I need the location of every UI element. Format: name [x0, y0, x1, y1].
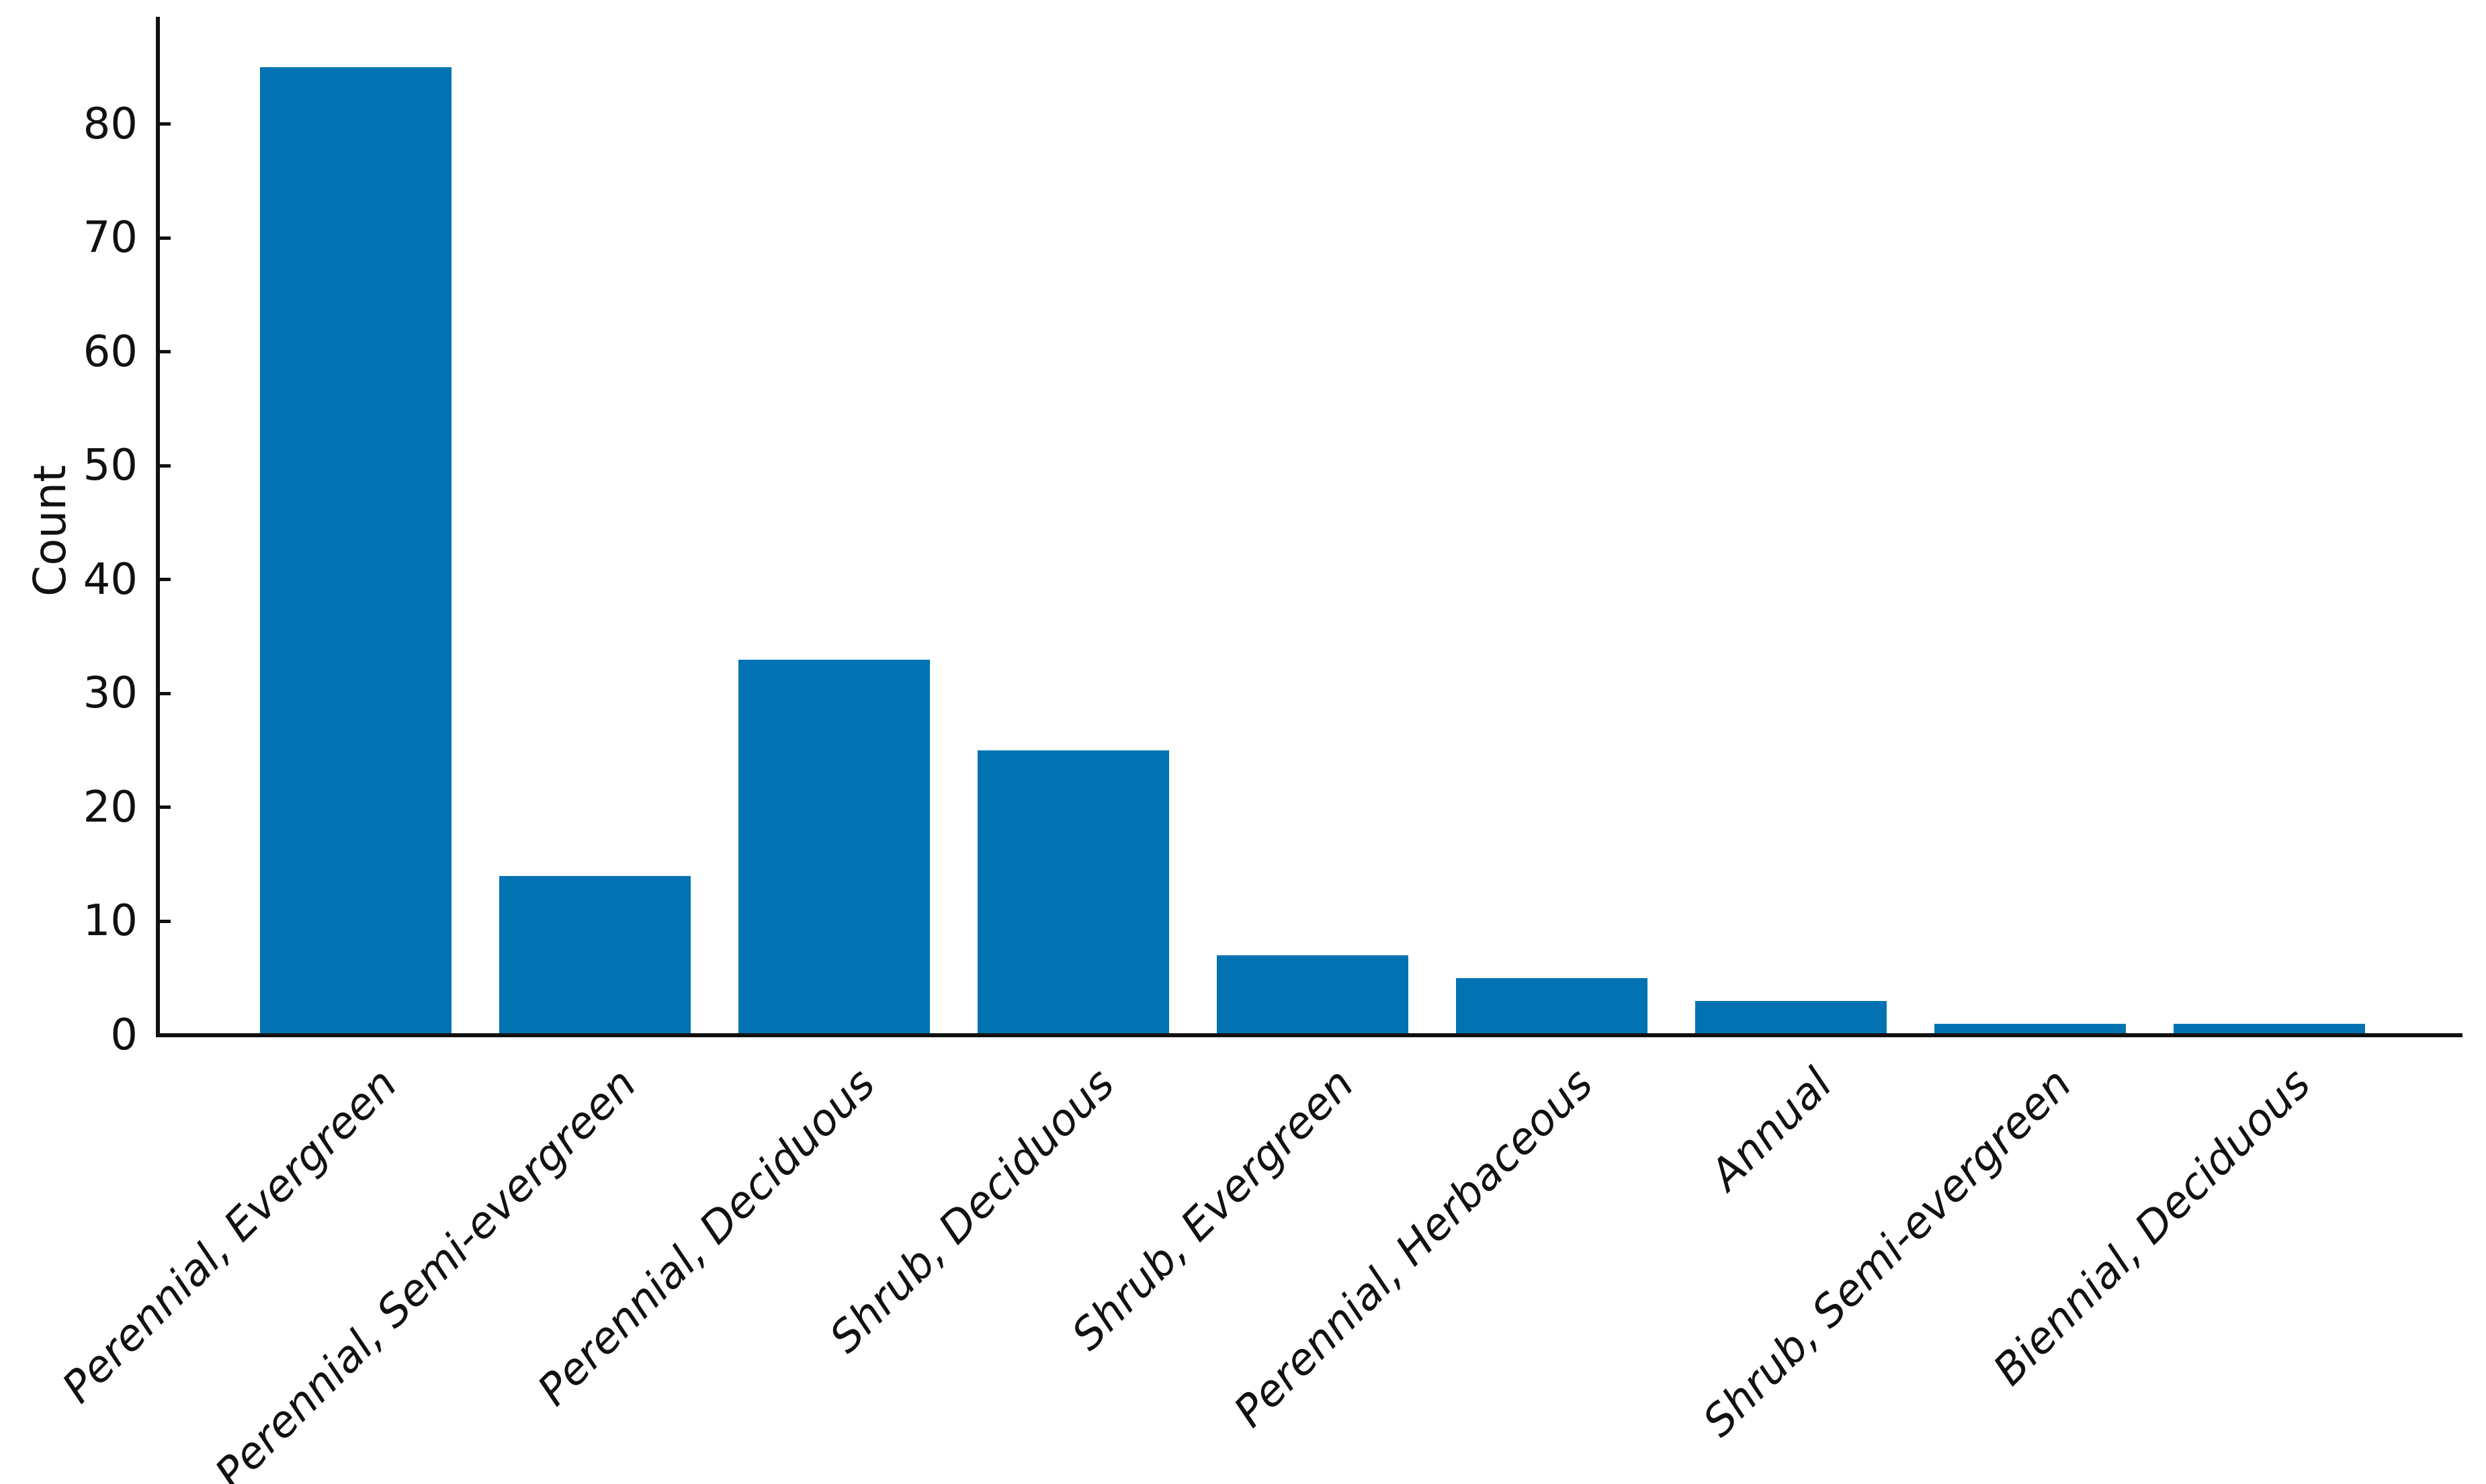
- bar-7: [1934, 1024, 2126, 1035]
- bar-5: [1456, 978, 1647, 1035]
- y-tick-30: [160, 691, 171, 695]
- y-tick-label-0: 0: [110, 1010, 138, 1060]
- y-tick-60: [160, 350, 171, 354]
- y-tick-label-80: 80: [83, 99, 138, 149]
- bar-4: [1217, 955, 1408, 1035]
- bar-3: [978, 750, 1169, 1035]
- y-tick-20: [160, 805, 171, 810]
- x-tick-label-6: Annual: [1701, 1059, 1842, 1201]
- x-axis-spine: [156, 1033, 2462, 1037]
- bar-6: [1695, 1001, 1887, 1035]
- y-tick-label-10: 10: [83, 896, 138, 947]
- y-tick-label-50: 50: [83, 441, 138, 491]
- bar-8: [2174, 1024, 2365, 1035]
- y-tick-label-30: 30: [83, 668, 138, 719]
- y-tick-label-40: 40: [83, 554, 138, 605]
- bar-0: [260, 67, 452, 1035]
- bar-2: [738, 659, 930, 1035]
- y-tick-10: [160, 919, 171, 923]
- y-tick-70: [160, 236, 171, 240]
- y-tick-50: [160, 464, 171, 468]
- y-tick-40: [160, 578, 171, 582]
- y-tick-label-20: 20: [83, 782, 138, 832]
- y-tick-0: [160, 1033, 171, 1037]
- y-tick-label-60: 60: [83, 326, 138, 377]
- y-axis-spine: [156, 17, 160, 1037]
- y-axis-title: Count: [24, 464, 76, 597]
- y-tick-label-70: 70: [83, 213, 138, 263]
- bar-1: [499, 875, 691, 1035]
- y-tick-80: [160, 122, 171, 126]
- x-tick-label-1: Perennial, Semi-evergreen: [206, 1059, 646, 1484]
